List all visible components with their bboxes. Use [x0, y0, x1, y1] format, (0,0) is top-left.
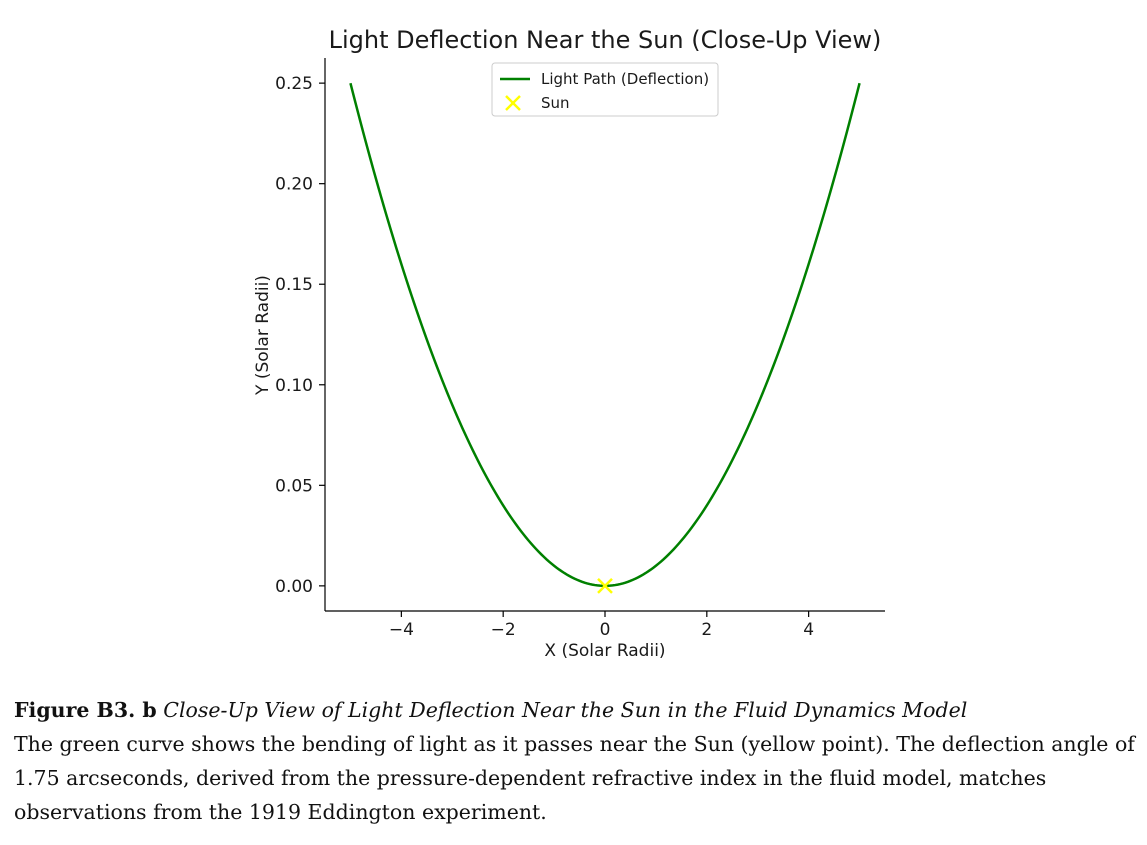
y-tick-label: 0.20: [275, 175, 313, 195]
legend-label-sun: Sun: [541, 94, 570, 112]
y-tick-label: 0.15: [275, 275, 313, 295]
y-axis-label: Y (Solar Radii): [253, 275, 273, 396]
x-tick-label: 4: [803, 620, 814, 640]
chart-title: Light Deflection Near the Sun (Close-Up …: [329, 26, 882, 54]
legend-box: [491, 62, 719, 117]
caption-body: The green curve shows the bending of lig…: [14, 732, 1135, 824]
legend: Light Path (Deflection) Sun: [491, 62, 719, 117]
sun-marker: [597, 577, 613, 594]
y-tick-label: 0.10: [275, 376, 313, 396]
x-axis-label: X (Solar Radii): [544, 641, 665, 661]
y-tick-label: 0.05: [275, 476, 313, 496]
x-tick-label: 0: [600, 620, 611, 640]
figure-caption: Figure B3. b Close-Up View of Light Defl…: [14, 693, 1139, 829]
caption-heading: Figure B3. b Close-Up View of Light Defl…: [14, 693, 1139, 727]
light-path-line: [349, 82, 861, 588]
x-tick-label: −2: [491, 620, 516, 640]
y-tick-label: 0.25: [275, 74, 313, 94]
legend-marker-swatch: [505, 95, 521, 111]
x-tick-label: 2: [701, 620, 712, 640]
deflection-chart: Light Deflection Near the Sun (Close-Up …: [253, 26, 885, 661]
x-tick-label: −4: [389, 620, 414, 640]
caption-subtitle: Close-Up View of Light Deflection Near t…: [163, 698, 968, 722]
y-tick-label: 0.00: [275, 577, 313, 597]
caption-label: Figure B3. b: [14, 698, 157, 722]
legend-label-light-path: Light Path (Deflection): [541, 70, 709, 88]
